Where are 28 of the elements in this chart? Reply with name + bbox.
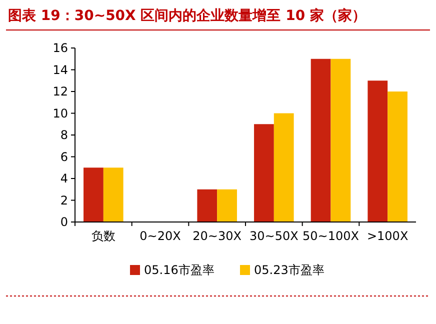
bar — [254, 124, 274, 222]
x-tick-label: 20~30X — [192, 229, 242, 243]
bar — [310, 58, 331, 222]
x-tick-label: 0~20X — [140, 229, 181, 243]
bar — [217, 189, 237, 222]
legend-label: 05.23市盈率 — [254, 263, 324, 278]
x-tick-label: 负数 — [91, 229, 116, 243]
y-tick-label: 6 — [60, 150, 68, 164]
x-tick-label: 30~50X — [250, 229, 298, 243]
x-tick-label: 50~100X — [302, 229, 359, 243]
bar — [84, 168, 104, 222]
y-tick-label: 16 — [52, 41, 68, 56]
bar — [274, 113, 294, 222]
y-tick-label: 4 — [60, 172, 68, 186]
y-tick-label: 0 — [60, 215, 68, 230]
bar — [197, 189, 218, 222]
bar — [103, 168, 124, 222]
x-tick-label: >100X — [366, 229, 408, 243]
bar — [330, 58, 351, 222]
y-tick-label: 12 — [52, 84, 68, 99]
y-tick-label: 2 — [60, 193, 68, 208]
legend-label: 05.16市盈率 — [144, 263, 214, 278]
y-tick-label: 10 — [52, 106, 68, 120]
y-tick-label: 14 — [52, 62, 68, 77]
bar — [388, 92, 408, 222]
bar — [368, 80, 388, 222]
y-tick-label: 8 — [60, 128, 68, 142]
chart-title: 图表 19：30~50X 区间内的企业数量增至 10 家（家） — [8, 7, 366, 24]
